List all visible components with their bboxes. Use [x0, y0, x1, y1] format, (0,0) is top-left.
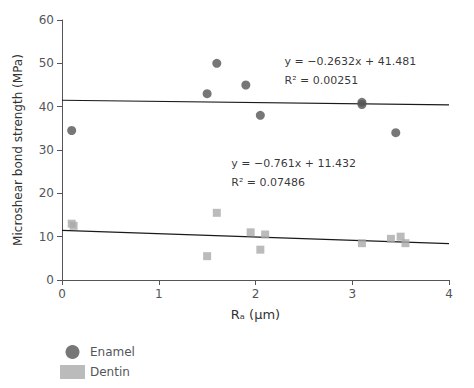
svg-text:4: 4	[445, 287, 453, 301]
svg-text:1: 1	[155, 287, 163, 301]
svg-text:y = −0.2632x + 41.481: y = −0.2632x + 41.481	[285, 55, 417, 68]
svg-text:60: 60	[39, 13, 54, 27]
svg-text:R² = 0.00251: R² = 0.00251	[285, 74, 359, 87]
svg-text:30: 30	[39, 143, 54, 157]
svg-text:y = −0.761x + 11.432: y = −0.761x + 11.432	[231, 157, 356, 170]
svg-text:Microshear bond strength (MPa): Microshear bond strength (MPa)	[11, 54, 25, 246]
svg-text:40: 40	[39, 100, 54, 114]
svg-text:Enamel: Enamel	[90, 345, 135, 359]
svg-text:0: 0	[58, 287, 66, 301]
svg-text:50: 50	[39, 56, 54, 70]
svg-text:R² = 0.07486: R² = 0.07486	[231, 176, 305, 189]
svg-text:Dentin: Dentin	[90, 365, 130, 379]
svg-text:20: 20	[39, 186, 54, 200]
svg-text:2: 2	[252, 287, 260, 301]
svg-text:3: 3	[348, 287, 356, 301]
svg-text:10: 10	[39, 230, 54, 244]
svg-text:Rₐ (μm): Rₐ (μm)	[231, 307, 280, 322]
svg-text:0: 0	[46, 273, 54, 287]
